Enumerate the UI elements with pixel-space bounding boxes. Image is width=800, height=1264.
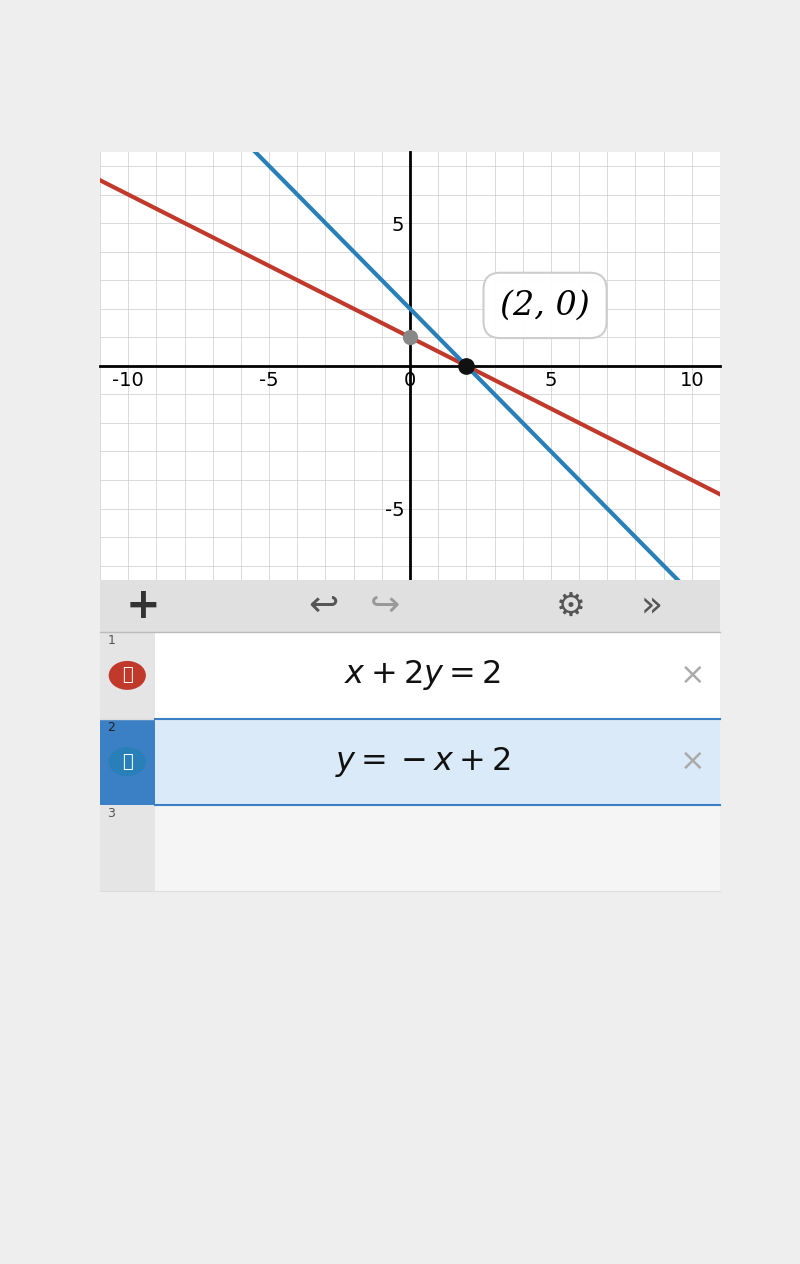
Text: ×: × bbox=[679, 661, 705, 690]
Text: ×: × bbox=[679, 747, 705, 776]
Text: 𝒩: 𝒩 bbox=[122, 752, 133, 771]
Text: ↩: ↩ bbox=[308, 589, 338, 623]
Bar bbox=[100, 805, 720, 891]
Bar bbox=[100, 805, 154, 891]
Ellipse shape bbox=[109, 747, 146, 776]
Bar bbox=[100, 718, 154, 805]
Text: ↪: ↪ bbox=[370, 589, 400, 623]
Bar bbox=[100, 632, 154, 718]
Text: +: + bbox=[126, 585, 161, 627]
Text: $x + 2y = 2$: $x + 2y = 2$ bbox=[344, 659, 501, 693]
Text: ⚙: ⚙ bbox=[556, 589, 586, 623]
Bar bbox=[100, 632, 720, 718]
Text: $y = -x + 2$: $y = -x + 2$ bbox=[334, 744, 510, 779]
Bar bbox=[100, 718, 720, 805]
Text: 2: 2 bbox=[107, 720, 115, 733]
Text: (2, 0): (2, 0) bbox=[500, 289, 590, 321]
Ellipse shape bbox=[109, 661, 146, 690]
Text: 3: 3 bbox=[107, 806, 115, 820]
Bar bbox=[100, 580, 720, 632]
Text: 𝒩: 𝒩 bbox=[122, 666, 133, 684]
Text: »: » bbox=[641, 589, 663, 623]
Text: 1: 1 bbox=[107, 635, 115, 647]
